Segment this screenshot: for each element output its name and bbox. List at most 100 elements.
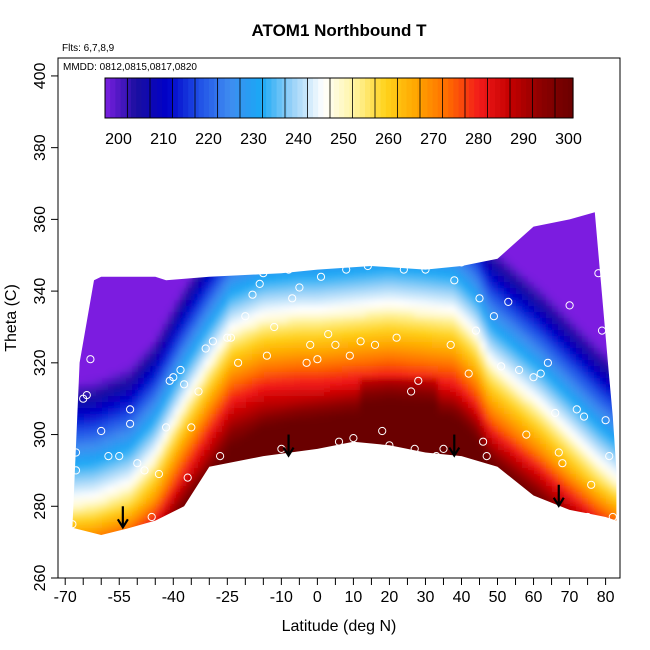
heatmap-cell <box>456 534 463 535</box>
heatmap-cell <box>390 408 397 415</box>
heatmap-cell <box>366 342 373 349</box>
heatmap-cell <box>378 228 385 235</box>
heatmap-cell <box>318 540 325 547</box>
heatmap-cell <box>204 552 211 559</box>
heatmap-cell <box>492 432 499 439</box>
heatmap-cell <box>492 390 499 397</box>
heatmap-cell <box>258 528 265 535</box>
heatmap-cell <box>498 228 505 235</box>
heatmap-cell <box>48 258 55 265</box>
heatmap-cell <box>162 282 169 289</box>
heatmap-cell <box>474 390 481 397</box>
heatmap-cell <box>288 198 295 205</box>
heatmap-cell <box>498 546 505 553</box>
heatmap-cell <box>108 276 115 283</box>
heatmap-cell <box>366 348 373 355</box>
heatmap-cell <box>168 414 175 421</box>
heatmap-cell <box>168 444 175 451</box>
heatmap-cell <box>408 492 415 499</box>
heatmap-cell <box>354 234 361 241</box>
heatmap-cell <box>192 510 199 517</box>
heatmap-cell <box>246 462 253 469</box>
heatmap-cell <box>504 450 511 457</box>
heatmap-cell <box>324 330 331 337</box>
heatmap-cell <box>444 528 451 535</box>
heatmap-cell <box>450 354 457 361</box>
heatmap-cell <box>282 396 289 403</box>
heatmap-cell <box>126 372 133 379</box>
heatmap-cell <box>132 414 139 421</box>
heatmap-cell <box>144 258 151 265</box>
heatmap-cell <box>438 474 445 481</box>
heatmap-cell <box>420 456 427 463</box>
heatmap-cell <box>126 516 133 523</box>
heatmap-cell <box>456 504 463 511</box>
heatmap-cell <box>492 300 499 307</box>
heatmap-cell <box>264 468 271 475</box>
heatmap-cell <box>330 216 337 223</box>
heatmap-cell <box>354 456 361 463</box>
heatmap-cell <box>528 318 535 325</box>
heatmap-cell <box>72 186 79 193</box>
heatmap-cell <box>90 300 97 307</box>
heatmap-cell <box>330 474 337 481</box>
heatmap-cell <box>504 204 511 211</box>
heatmap-cell <box>462 396 469 403</box>
heatmap-cell <box>330 528 337 535</box>
heatmap-cell <box>396 372 403 379</box>
heatmap-cell <box>498 486 505 493</box>
heatmap-cell <box>72 456 79 463</box>
heatmap-cell <box>486 432 493 439</box>
heatmap-cell <box>504 426 511 433</box>
heatmap-cell <box>120 480 127 487</box>
heatmap-cell <box>222 252 229 259</box>
heatmap-cell <box>120 264 127 271</box>
heatmap-cell <box>192 450 199 457</box>
heatmap-cell <box>354 528 361 535</box>
heatmap-cell <box>90 432 97 439</box>
heatmap-cell <box>150 492 157 499</box>
heatmap-cell <box>138 462 145 469</box>
heatmap-cell <box>270 498 277 505</box>
heatmap-cell <box>240 402 247 409</box>
heatmap-cell <box>132 264 139 271</box>
heatmap-cell <box>102 360 109 367</box>
heatmap-cell <box>402 212 409 217</box>
heatmap-cell <box>462 198 469 205</box>
heatmap-cell <box>318 510 325 517</box>
heatmap-cell <box>420 480 427 487</box>
heatmap-cell <box>132 276 139 283</box>
heatmap-cell <box>192 528 199 535</box>
chart-title: ATOM1 Northbound T <box>251 21 427 40</box>
heatmap-cell <box>162 258 169 265</box>
heatmap-cell <box>96 378 103 385</box>
heatmap-cell <box>312 426 319 433</box>
heatmap-cell <box>60 366 67 373</box>
heatmap-cell <box>96 456 103 463</box>
heatmap-cell <box>240 246 247 253</box>
heatmap-cell <box>306 372 313 379</box>
heatmap-cell <box>90 246 97 253</box>
heatmap-cell <box>336 288 343 295</box>
heatmap-cell <box>90 408 97 415</box>
heatmap-cell <box>180 462 187 469</box>
heatmap-cell <box>480 384 487 391</box>
heatmap-cell <box>96 492 103 499</box>
heatmap-cell <box>378 282 385 289</box>
heatmap-cell <box>342 324 349 331</box>
heatmap-cell <box>270 486 277 493</box>
heatmap-cell <box>186 312 193 319</box>
heatmap-cell <box>84 426 91 433</box>
heatmap-cell <box>324 486 331 493</box>
heatmap-cell <box>486 282 493 289</box>
heatmap-cell <box>198 324 205 331</box>
heatmap-cell <box>234 408 241 415</box>
heatmap-cell <box>186 402 193 409</box>
heatmap-cell <box>156 282 163 289</box>
heatmap-cell <box>342 204 349 211</box>
heatmap-cell <box>306 510 313 517</box>
heatmap-cell <box>336 516 343 523</box>
heatmap-cell <box>366 492 373 499</box>
heatmap-cell <box>366 234 373 241</box>
heatmap-cell <box>378 486 385 493</box>
